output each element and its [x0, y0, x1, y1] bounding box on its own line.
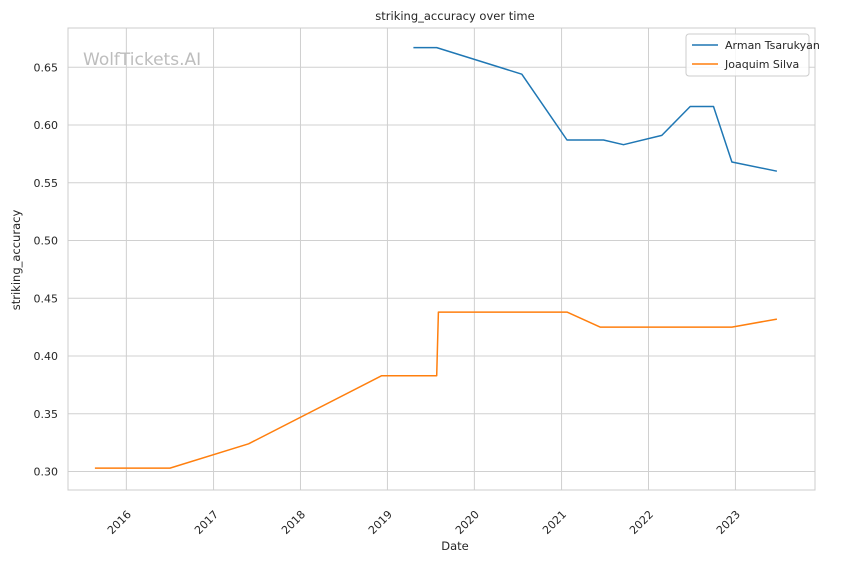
x-axis-ticks: 2016 2017 2018 2019 2020 2021 2022 2023 [105, 508, 743, 537]
x-tick-label: 2022 [627, 508, 656, 537]
x-tick-label: 2023 [714, 508, 743, 537]
y-tick-label: 0.65 [34, 61, 59, 74]
x-tick-label: 2021 [540, 508, 569, 537]
series-line-arman-tsarukyan [413, 46, 778, 172]
grid [68, 28, 815, 490]
y-tick-label: 0.40 [34, 350, 59, 363]
legend-label-arman-tsarukyan: Arman Tsarukyan [725, 39, 820, 52]
y-tick-label: 0.60 [34, 119, 59, 132]
x-tick-label: 2019 [366, 508, 395, 537]
series-line-joaquim-silva [94, 311, 778, 469]
x-tick-label: 2020 [453, 508, 482, 537]
x-tick-label: 2018 [279, 508, 308, 537]
y-axis-ticks: 0.30 0.35 0.40 0.45 0.50 0.55 0.60 0.65 [34, 61, 59, 478]
legend-label-joaquim-silva: Joaquim Silva [724, 58, 799, 71]
y-tick-label: 0.45 [34, 292, 59, 305]
y-tick-label: 0.50 [34, 235, 59, 248]
x-tick-label: 2017 [192, 508, 221, 537]
y-tick-label: 0.35 [34, 408, 59, 421]
y-axis-label: striking_accuracy [9, 210, 23, 311]
watermark: WolfTickets.AI [83, 50, 201, 70]
legend: Arman Tsarukyan Joaquim Silva [685, 33, 820, 77]
series-layer [94, 46, 778, 469]
y-tick-label: 0.55 [34, 177, 59, 190]
plot-frame [67, 27, 816, 491]
y-tick-label: 0.30 [34, 466, 59, 479]
x-axis-label: Date [441, 539, 469, 553]
x-tick-label: 2016 [105, 508, 134, 537]
chart-title: striking_accuracy over time [375, 9, 534, 23]
